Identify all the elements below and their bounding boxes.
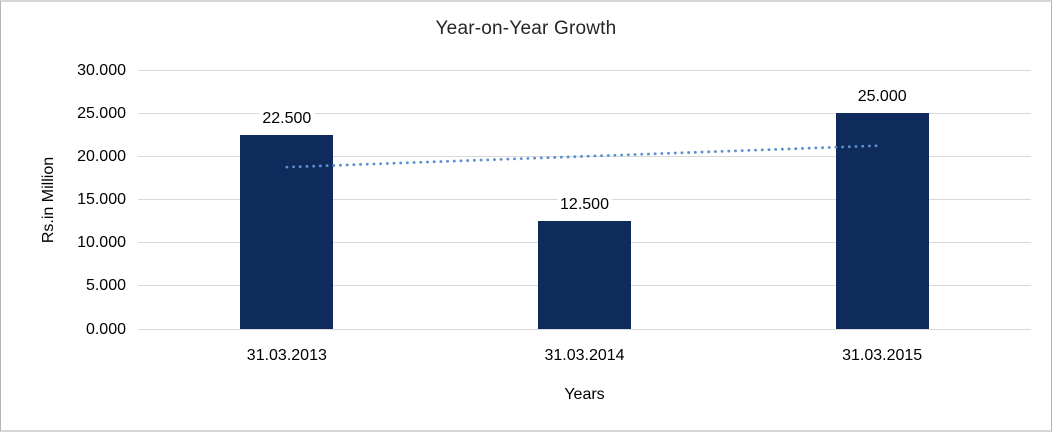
y-axis-tick-label: 25.000: [77, 104, 126, 122]
bar-31.03.2015: [835, 113, 929, 329]
bar-31.03.2013: [240, 134, 334, 329]
y-axis-tick-label: 0.000: [85, 320, 126, 338]
bar-value-label: 25.000: [854, 87, 910, 107]
y-axis-tick-label: 10.000: [77, 234, 126, 252]
gridline: [138, 328, 1031, 330]
x-axis-tick-label: 31.03.2014: [544, 347, 625, 364]
x-axis-title: Years: [564, 386, 605, 403]
bar-31.03.2014: [538, 221, 631, 329]
gridline: [138, 69, 1031, 71]
y-axis-tick-label: 30.000: [77, 61, 126, 79]
gridline: [138, 112, 1031, 114]
bar-value-label: 22.500: [259, 108, 315, 128]
bar-value-label: 12.500: [557, 195, 612, 215]
chart-title: Year-on-Year Growth: [435, 18, 617, 39]
y-axis-tick-label: 20.000: [77, 147, 126, 165]
y-axis-tick-label: 15.000: [77, 191, 126, 208]
x-axis-tick-label: 31.03.2013: [246, 347, 327, 364]
x-axis-tick-label: 31.03.2015: [842, 347, 923, 364]
y-axis-tick-label: 5.000: [85, 277, 126, 295]
